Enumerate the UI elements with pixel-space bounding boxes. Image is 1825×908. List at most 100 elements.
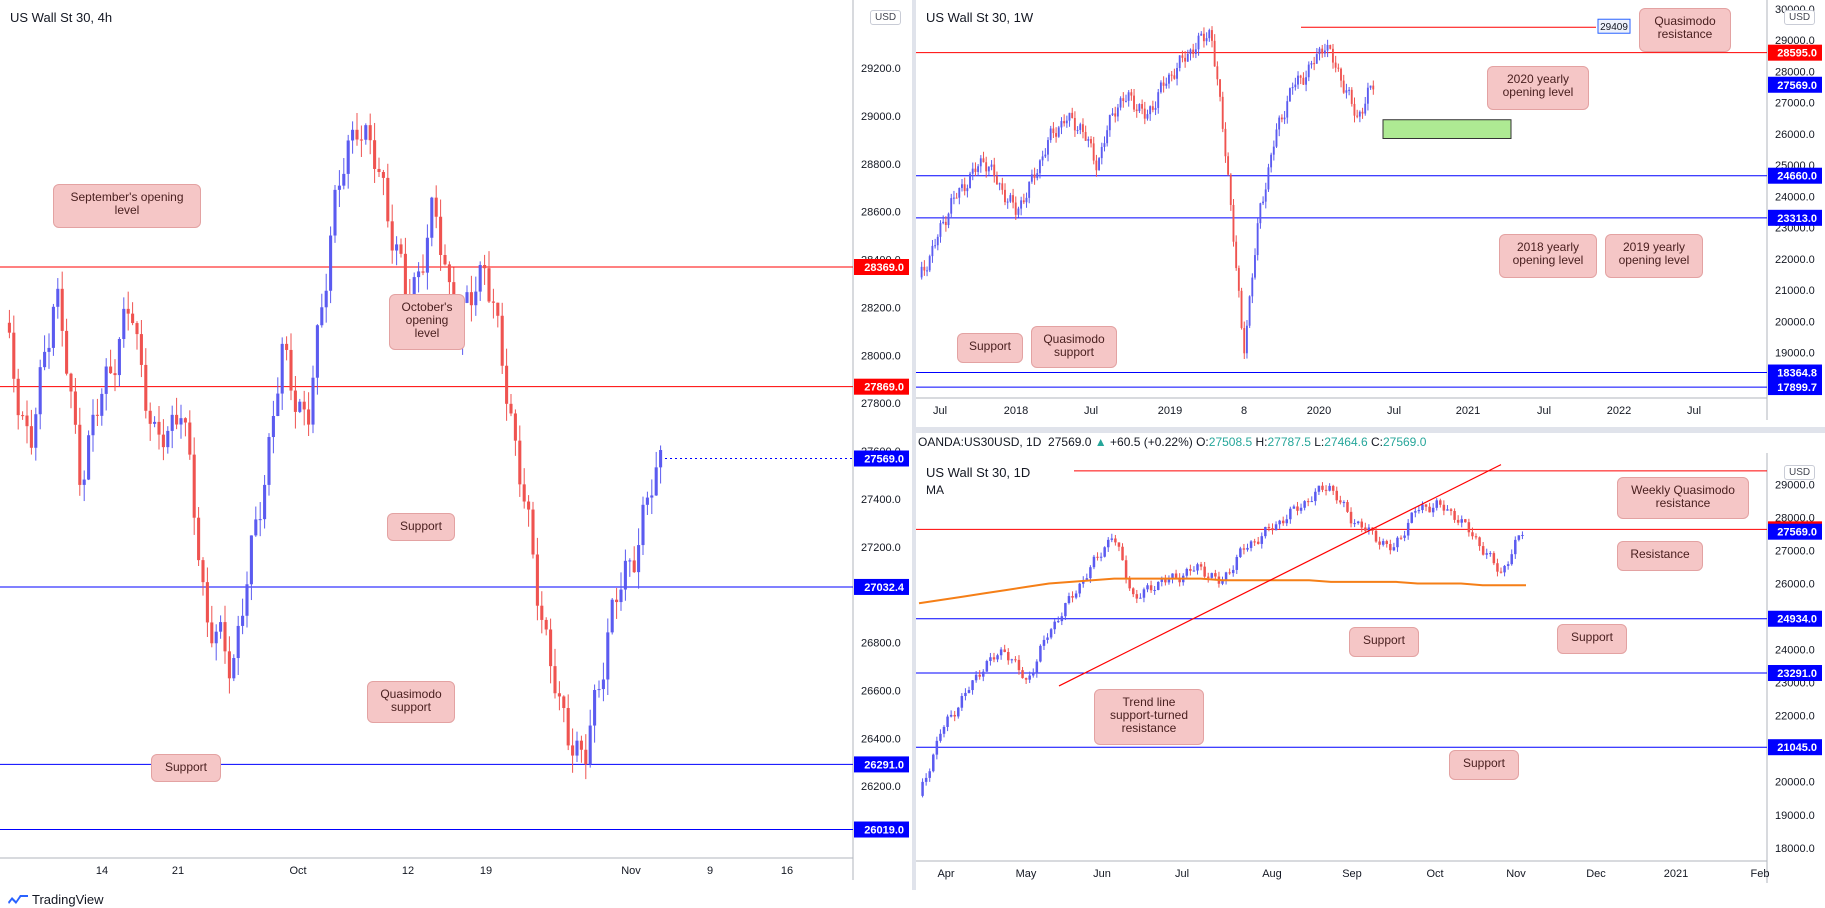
price-tag: 24934.0 bbox=[1768, 610, 1822, 627]
candle-body bbox=[989, 657, 992, 662]
candle-body bbox=[985, 661, 989, 672]
candle-body bbox=[483, 265, 487, 269]
candle-body bbox=[982, 671, 985, 677]
chart-panel-4h[interactable]: 29200.029000.028800.028600.028400.028200… bbox=[0, 0, 912, 890]
candle-body bbox=[1248, 296, 1251, 326]
price-tag-label: 23313.0 bbox=[1777, 213, 1817, 225]
candle-body bbox=[364, 125, 368, 140]
currency-badge-daily[interactable]: USD bbox=[1784, 465, 1816, 480]
candle-body bbox=[1122, 98, 1125, 102]
chart-panel-weekly[interactable]: 30000.029000.028000.027000.026000.025000… bbox=[916, 0, 1825, 427]
candle-body bbox=[1318, 48, 1321, 55]
candle-body bbox=[932, 754, 935, 772]
callout-support-daily-2: Support bbox=[1349, 627, 1419, 657]
candle-body bbox=[963, 184, 966, 192]
price-tag-bg bbox=[854, 450, 909, 467]
candle-body bbox=[443, 255, 447, 265]
candle-body bbox=[43, 351, 47, 368]
candle-body bbox=[1285, 519, 1289, 524]
candle-body bbox=[1192, 49, 1195, 54]
y-tick-label: 24000.0 bbox=[1775, 645, 1815, 657]
candle-body bbox=[131, 313, 135, 324]
candle-body bbox=[566, 708, 570, 746]
candle-body bbox=[117, 338, 121, 376]
callout-2020-yearly: 2020 yearly opening level bbox=[1487, 66, 1589, 110]
price-tag-label: 28595.0 bbox=[1777, 48, 1817, 60]
candle-body bbox=[1194, 49, 1197, 54]
candle-body bbox=[1106, 130, 1109, 144]
y-tick-label: 26600.0 bbox=[861, 685, 901, 697]
candle-body bbox=[936, 236, 939, 246]
candle-body bbox=[1196, 564, 1199, 571]
candle-body bbox=[1510, 554, 1513, 565]
candle-body bbox=[1057, 621, 1060, 623]
candle-body bbox=[1151, 106, 1154, 110]
panel-divider-vertical[interactable] bbox=[912, 0, 916, 890]
candle-body bbox=[1399, 537, 1403, 539]
candle-body bbox=[1278, 520, 1281, 525]
candle-body bbox=[1372, 85, 1375, 90]
candle-body bbox=[1305, 77, 1307, 85]
candle-body bbox=[1299, 507, 1303, 511]
candle-body bbox=[91, 414, 95, 436]
candle-body bbox=[1063, 121, 1066, 124]
chart-4h-svg[interactable]: 29200.029000.028800.028600.028400.028200… bbox=[0, 0, 912, 890]
chart-daily-svg[interactable]: 29000.028000.027000.026000.025000.024000… bbox=[916, 453, 1825, 890]
candle-body bbox=[1256, 541, 1260, 544]
candle-body bbox=[1001, 183, 1004, 190]
candle-body bbox=[1073, 117, 1076, 131]
ma-indicator-label[interactable]: MA bbox=[926, 483, 944, 497]
currency-badge-4h[interactable]: USD bbox=[870, 10, 902, 25]
candle-body bbox=[1342, 80, 1345, 93]
panel-divider-horizontal[interactable] bbox=[916, 427, 1825, 433]
price-tag: 27569.0 bbox=[854, 450, 909, 467]
chart-weekly-svg[interactable]: 30000.029000.028000.027000.026000.025000… bbox=[916, 0, 1825, 427]
candle-body bbox=[329, 235, 333, 291]
candle-body bbox=[1392, 547, 1396, 551]
candle-body bbox=[1361, 111, 1364, 114]
price-tag-bg bbox=[1768, 167, 1822, 184]
candle-body bbox=[1053, 621, 1056, 630]
candle-body bbox=[1028, 181, 1031, 198]
brand-footer[interactable]: TradingView bbox=[8, 892, 104, 907]
candle-body bbox=[606, 632, 610, 680]
candle-body bbox=[1350, 89, 1353, 104]
candle-body bbox=[1039, 645, 1042, 662]
candle-body bbox=[1044, 154, 1047, 157]
candle-body bbox=[21, 415, 25, 417]
candle-body bbox=[359, 139, 363, 141]
callout-quasimodo-support-weekly: Quasimodo support bbox=[1031, 326, 1117, 368]
candle-body bbox=[1162, 82, 1165, 86]
candle-body bbox=[1035, 661, 1039, 674]
symbol-label[interactable]: OANDA:US30USD, 1D bbox=[918, 435, 1042, 449]
candle-body bbox=[1374, 530, 1378, 542]
candle-body bbox=[1364, 103, 1367, 114]
candle-body bbox=[659, 450, 663, 468]
candle-body bbox=[289, 349, 293, 391]
candle-body bbox=[469, 292, 473, 306]
candle-body bbox=[311, 377, 315, 425]
candle-body bbox=[183, 418, 187, 423]
chart-panel-daily[interactable]: 29000.028000.027000.026000.025000.024000… bbox=[916, 453, 1825, 890]
candle-body bbox=[1028, 675, 1031, 680]
candle-body bbox=[928, 256, 931, 271]
candle-body bbox=[315, 325, 319, 378]
candle-body bbox=[1189, 49, 1192, 54]
candle-body bbox=[1176, 67, 1178, 79]
candle-body bbox=[210, 622, 214, 644]
candle-body bbox=[1020, 200, 1023, 209]
candle-body bbox=[1181, 55, 1184, 58]
price-tag-label: 27569.0 bbox=[864, 453, 904, 465]
candle-body bbox=[60, 288, 64, 331]
x-tick-label: Jul bbox=[1175, 868, 1189, 880]
callout-resistance-daily: Resistance bbox=[1617, 541, 1703, 571]
candle-body bbox=[1272, 146, 1275, 155]
candle-body bbox=[1111, 113, 1114, 116]
y-tick-label: 28800.0 bbox=[861, 159, 901, 171]
candle-body bbox=[1246, 547, 1249, 550]
candle-body bbox=[263, 484, 267, 520]
currency-badge-weekly[interactable]: USD bbox=[1784, 10, 1816, 25]
x-tick-label: 19 bbox=[480, 865, 492, 877]
candle-body bbox=[1184, 57, 1187, 62]
candle-body bbox=[1219, 79, 1221, 97]
